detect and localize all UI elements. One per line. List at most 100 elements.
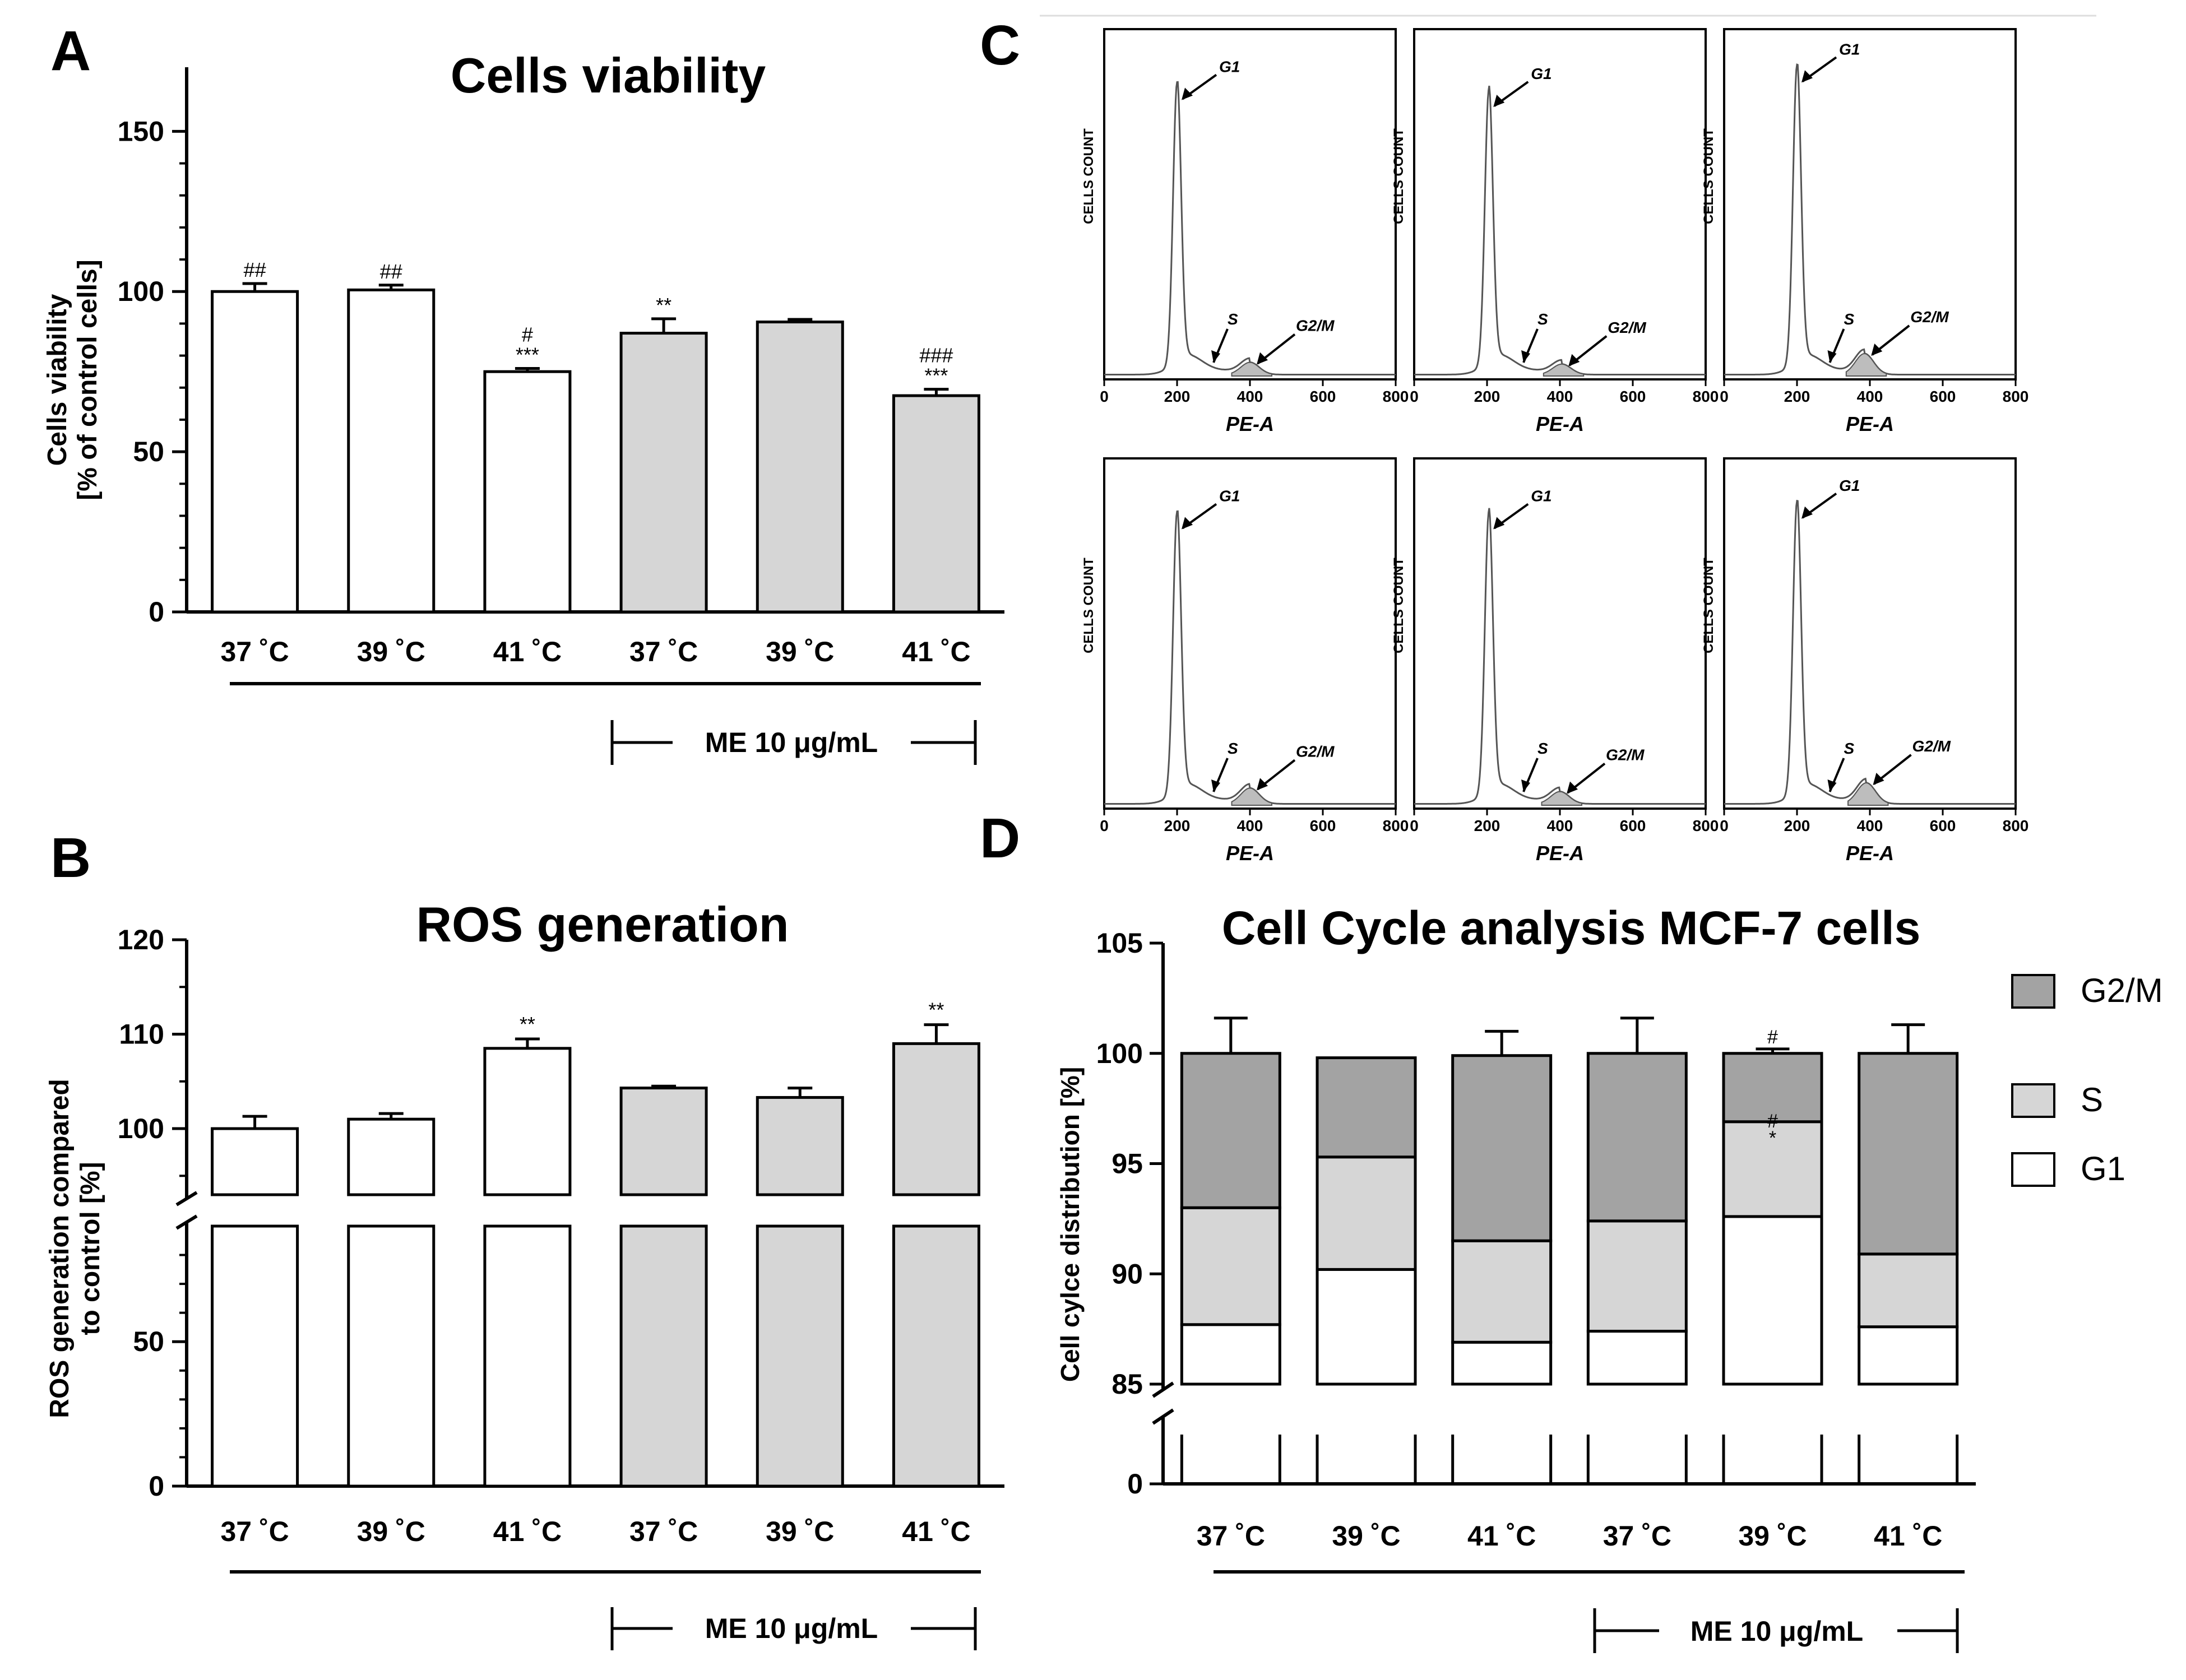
histogram-panel: 0 200 400 600 800 PE-A CELLS COUNT G1 S G2/M [1081,457,1409,865]
x-tick-label: 41 ˚C [1467,1520,1536,1552]
y-axis-label-line1: Cells viability [43,294,72,466]
legend-label-g2m: G2/M [2081,972,2163,1009]
y-tick-label: 120 [118,924,164,955]
y-axis-label: CELLS COUNT [1081,128,1096,224]
bar-upper-segment [892,1042,980,1196]
y-axis-label: CELLS COUNT [1391,128,1406,224]
y-tick-label: 150 [118,115,164,147]
bar-lower-segment [892,1224,980,1488]
axis-break-mark [1152,1381,1174,1398]
stacked-segment-g1 [1722,1215,1823,1386]
significance-label: ## [380,260,402,283]
g1-peak-label: G1 [1219,488,1240,505]
g2m-peak-label: G2/M [1606,746,1645,764]
plot-frame [1103,457,1397,810]
g1-peak-label: G1 [1839,477,1860,494]
s-peak-label: S [1537,310,1548,328]
chart-title: Cells viability [451,48,766,103]
histogram-panel: 0 200 400 600 800 PE-A CELLS COUNT G1 S G2/M [1081,28,1409,435]
y-tick-label: 95 [1111,1148,1143,1180]
significance-label: ** [520,1013,535,1036]
g2m-arrowhead [1257,778,1268,791]
x-tick-label: 41 ˚C [902,636,970,667]
panel-letter-c: C [980,14,1020,77]
x-tick-label: 800 [1693,388,1719,405]
x-tick-label: 600 [1620,388,1646,405]
significance-label: ### [919,344,953,367]
stacked-segment-g2m [1316,1056,1417,1159]
legend-swatch-s [2011,1083,2055,1118]
stacked-segment-s [1180,1206,1281,1326]
g1-arrowhead [1493,95,1505,107]
x-tick-label: 600 [1930,388,1956,405]
g2m-peak-label: G2/M [1912,737,1951,755]
x-tick-label: 400 [1857,388,1883,405]
bar-lower-segment [756,1224,844,1488]
x-tick-label: 37 ˚C [629,636,698,667]
legend-label-g1: G1 [2081,1150,2125,1187]
x-tick-label: 600 [1930,817,1956,834]
plot-frame [1723,28,2017,380]
stacked-segment-g2m [1722,1052,1823,1124]
stacked-segment-g2m [1586,1052,1688,1223]
treatment-label: ME 10 μg/mL [705,1613,878,1644]
stacked-segment-g1 [1858,1325,1959,1386]
stacked-segment-s [1451,1239,1553,1344]
g1-arrowhead [1182,517,1193,530]
chart-title: ROS generation [416,897,789,952]
y-axis-label-line2: to control [%] [76,1162,105,1335]
y-tick-label: 0 [149,596,164,628]
x-tick-label: 600 [1310,817,1336,834]
panel-letter-b: B [50,827,91,889]
significance-label: ** [928,999,944,1022]
g2m-arrowhead [1871,344,1883,356]
s-peak-label: S [1228,310,1238,328]
panel-b-ros-chart: ROS generation ROS generation compared t… [45,897,1004,1650]
stacked-segment-s [1722,1120,1823,1218]
legend-swatch-g1 [2011,1152,2055,1187]
axis-break-mark [175,1214,198,1230]
g2m-peak-fill [1845,352,1887,377]
significance-label: *** [516,343,539,366]
x-tick-label: 800 [2003,817,2029,834]
y-axis-label-line2: [% of control cells] [73,259,103,500]
stacked-segment-s [1316,1155,1417,1271]
plot-frame [1413,28,1707,380]
s-peak-label: S [1228,740,1238,757]
x-axis-label: PE-A [1846,842,1894,865]
g1-arrowhead [1801,70,1813,83]
x-tick-label: 0 [1100,388,1109,405]
axis-break-mark [175,1191,198,1206]
s-arrowhead [1521,350,1530,363]
x-tick-label: 800 [2003,388,2029,405]
x-axis-label: PE-A [1846,412,1894,435]
x-tick-label: 0 [1720,388,1729,405]
g1-peak-label: G1 [1839,40,1860,58]
treatment-bracket: ME 10 μg/mL [1593,1608,1959,1653]
y-tick-label: 105 [1096,927,1143,959]
y-tick-label: 85 [1111,1368,1143,1400]
y-tick-label: 100 [118,1113,164,1144]
g2m-peak-fill [1847,782,1889,806]
g2m-peak-label: G2/M [1910,308,1949,326]
x-tick-label: 400 [1237,817,1263,834]
x-tick-label: 800 [1693,817,1719,834]
g1-arrowhead [1493,517,1505,530]
plot-frame [1723,457,2017,810]
y-tick-label: 100 [1096,1038,1143,1069]
x-tick-label: 37 ˚C [1197,1520,1265,1552]
g1-peak-label: G1 [1531,65,1551,82]
g2m-arrowhead [1568,354,1580,366]
x-tick-label: 39 ˚C [1738,1520,1807,1552]
g2m-peak-label: G2/M [1608,319,1646,336]
bar [347,288,436,614]
stacked-segment-g1 [1586,1330,1688,1386]
x-tick-label: 37 ˚C [1603,1520,1671,1552]
treatment-label: ME 10 μg/mL [705,727,878,758]
bar-upper-segment [756,1096,844,1196]
g2m-peak-label: G2/M [1296,317,1335,335]
g2m-arrowhead [1257,352,1268,365]
x-tick-label: 200 [1164,817,1191,834]
chart-title: Cell Cycle analysis MCF-7 cells [1222,902,1921,954]
g2m-peak-fill [1231,787,1272,806]
